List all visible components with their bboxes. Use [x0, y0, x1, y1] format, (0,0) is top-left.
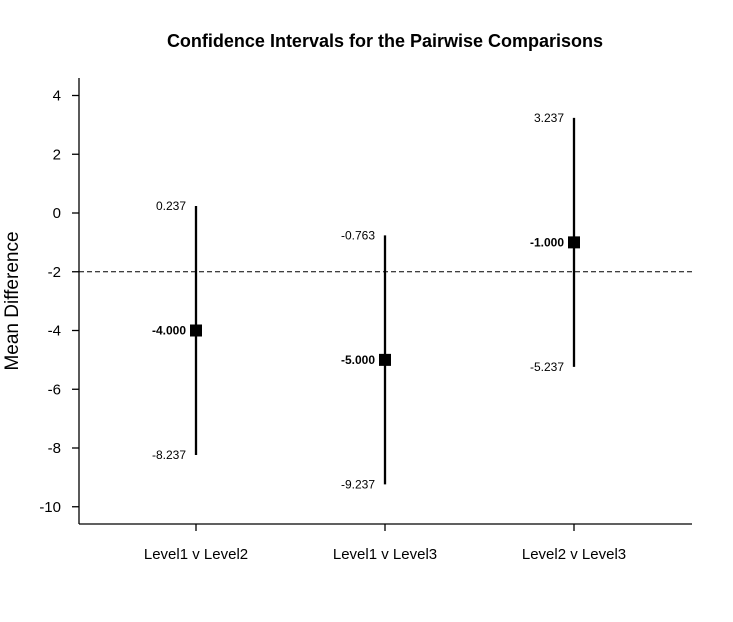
mean-label: -5.000	[341, 353, 375, 367]
y-tick-label: 4	[53, 88, 61, 105]
lower-bound-label: -9.237	[341, 477, 375, 491]
upper-bound-label: 3.237	[534, 111, 564, 125]
mean-marker	[379, 353, 391, 366]
y-tick-label: -6	[48, 381, 61, 398]
upper-bound-label: 0.237	[156, 199, 186, 213]
y-axis-label: Mean Difference	[2, 231, 23, 370]
x-tick-label: Level2 v Level3	[522, 546, 626, 563]
mean-label: -1.000	[530, 235, 564, 249]
marks: 0.237 -8.237 -4.000 -0.763 -9.237 -5.000 3.237…	[152, 111, 580, 491]
chart-title: Confidence Intervals for the Pairwise Co…	[167, 31, 603, 51]
y-tick-label: -4	[48, 323, 61, 340]
lower-bound-label: -5.237	[530, 360, 564, 374]
y-tick-label: -8	[48, 440, 61, 457]
x-tick-label: Level1 v Level3	[333, 546, 437, 563]
y-tick-label: 0	[53, 205, 61, 222]
mean-marker	[568, 236, 580, 249]
y-tick-label: -10	[39, 499, 61, 516]
mean-marker	[190, 324, 202, 337]
lower-bound-label: -8.237	[152, 448, 186, 462]
mean-label: -4.000	[152, 324, 186, 338]
y-tick-label: -2	[48, 264, 61, 281]
y-tick-label: 2	[53, 146, 61, 163]
upper-bound-label: -0.763	[341, 228, 375, 242]
axes: 4 2 0 -2 -4 -6 -8 -10 Level1 v Level2 Level1 v Le…	[39, 78, 692, 563]
x-tick-label: Level1 v Level2	[144, 546, 248, 563]
